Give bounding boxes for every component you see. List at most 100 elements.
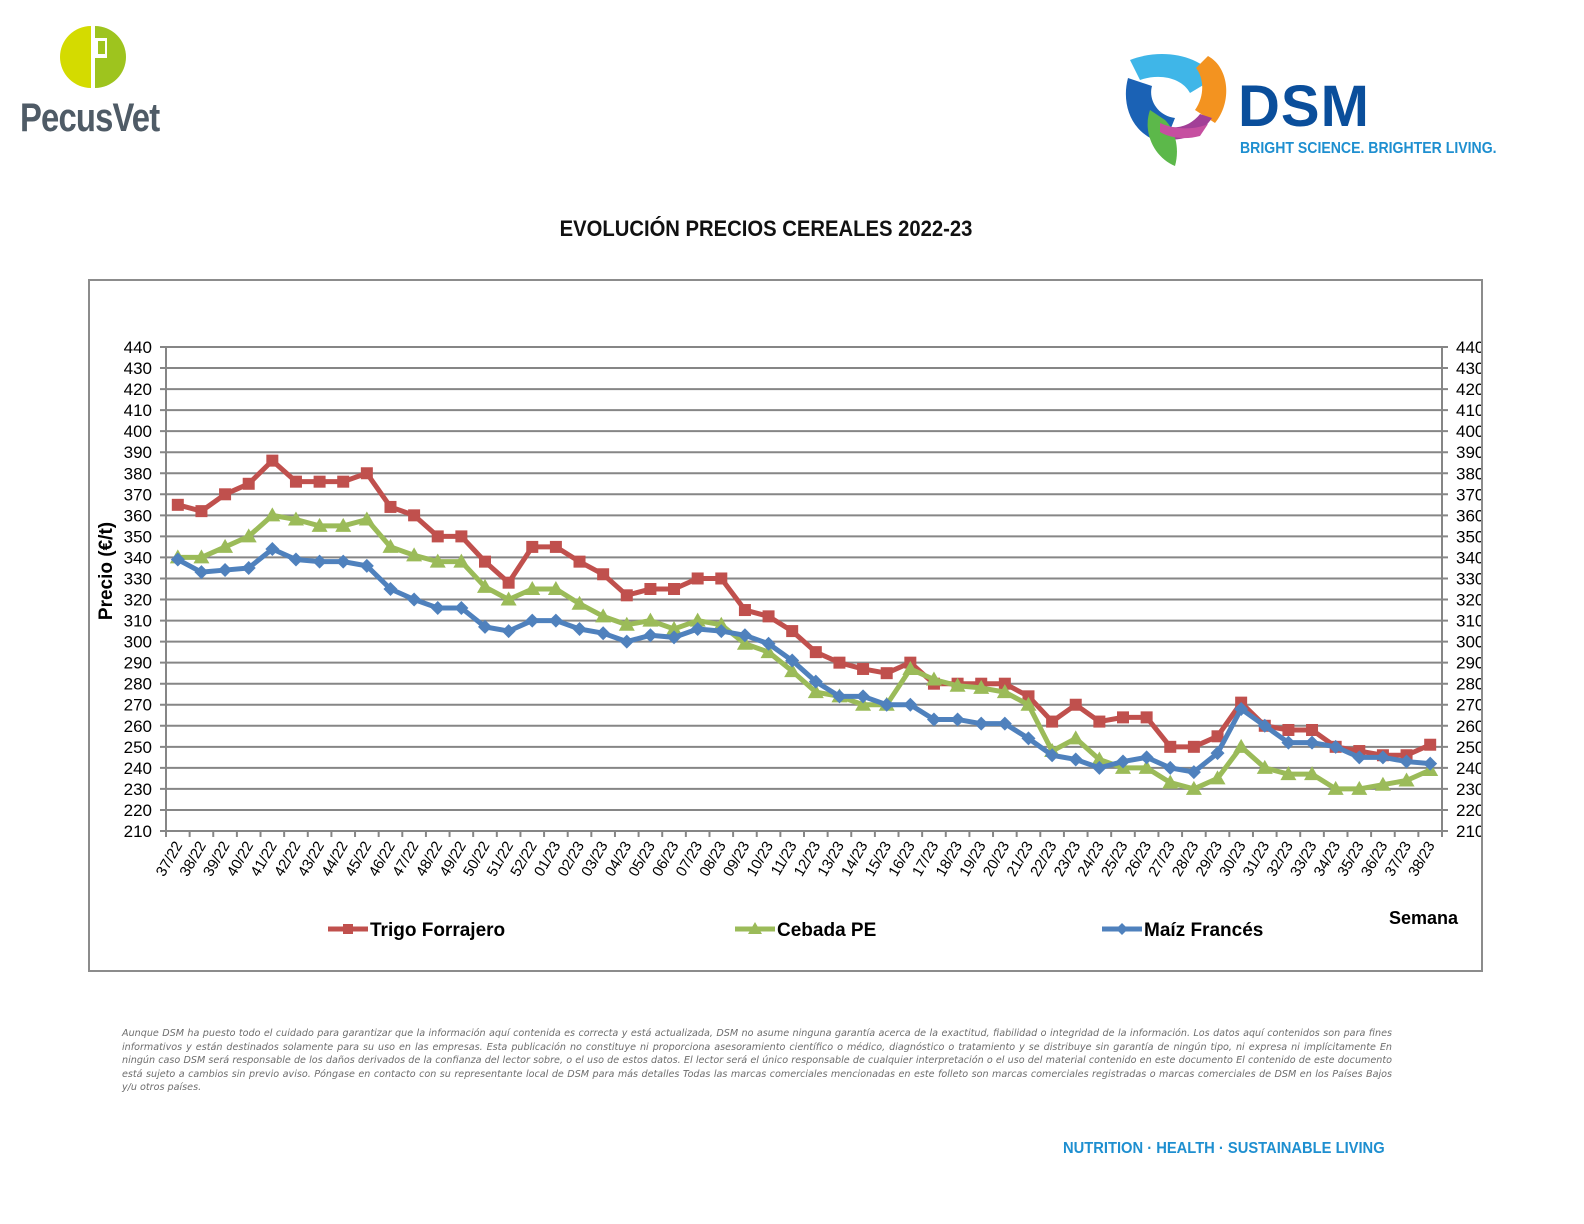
data-point-square	[597, 568, 610, 581]
y-tick-label-right: 350	[1456, 527, 1481, 546]
data-point-diamond	[1328, 739, 1343, 754]
data-point-diamond	[667, 630, 682, 645]
pecusvet-wordmark: PecusVet	[20, 96, 160, 140]
data-point-triangle	[642, 612, 659, 627]
series-2	[170, 542, 1438, 780]
series-line	[176, 546, 1431, 775]
y-tick-label-left: 320	[124, 591, 152, 610]
data-point-diamond	[856, 689, 871, 704]
data-point-triangle	[1280, 766, 1297, 781]
data-point-triangle	[855, 696, 872, 711]
data-point-triangle	[547, 581, 564, 595]
data-point-diamond	[1092, 760, 1107, 775]
y-tick-label-right: 430	[1456, 359, 1481, 378]
data-point-triangle	[453, 553, 470, 568]
y-tick-label-right: 400	[1456, 422, 1481, 441]
data-point-square	[1093, 715, 1106, 728]
data-point-triangle	[500, 591, 517, 606]
data-point-square	[715, 572, 728, 585]
y-tick-label-right: 340	[1456, 548, 1481, 567]
data-point-diamond	[218, 563, 233, 578]
data-point-diamond	[241, 560, 256, 575]
data-point-diamond	[501, 624, 516, 639]
y-tick-label-right: 240	[1456, 759, 1481, 778]
legend-item: Cebada PE	[735, 920, 876, 941]
data-point-triangle	[311, 517, 328, 532]
y-tick-label-right: 420	[1456, 380, 1481, 399]
data-point-diamond	[478, 619, 492, 634]
data-point-triangle	[358, 511, 375, 526]
data-point-square	[219, 488, 232, 501]
data-point-triangle	[1162, 774, 1179, 789]
footer-tagline: NUTRITION · HEALTH · SUSTAINABLE LIVING	[1063, 1140, 1385, 1157]
data-point-triangle	[287, 511, 304, 526]
y-tick-label-right: 310	[1456, 612, 1481, 631]
data-point-square	[1164, 740, 1177, 753]
data-point-square	[502, 576, 515, 589]
data-point-diamond	[1068, 752, 1083, 767]
data-point-square	[384, 500, 397, 513]
pecusvet-logo: PecusVet	[20, 26, 170, 146]
y-tick-label-left: 440	[124, 338, 152, 357]
data-point-diamond	[832, 689, 847, 704]
data-point-diamond	[336, 554, 351, 569]
data-point-triangle	[264, 507, 281, 522]
data-point-diamond	[407, 592, 422, 607]
data-point-triangle	[1233, 738, 1250, 753]
y-tick-label-right: 290	[1456, 654, 1481, 673]
y-tick-label-left: 360	[124, 506, 152, 525]
data-point-diamond	[1281, 735, 1296, 750]
data-point-diamond	[950, 712, 965, 727]
data-point-triangle	[902, 660, 919, 675]
series-1	[169, 507, 1439, 795]
data-point-diamond	[548, 613, 563, 628]
data-point-diamond	[926, 712, 941, 727]
y-tick-label-right: 260	[1456, 717, 1481, 736]
data-point-triangle	[524, 581, 541, 595]
y-tick-label-right: 380	[1456, 464, 1481, 483]
y-tick-label-right: 300	[1456, 633, 1481, 652]
data-point-triangle	[748, 922, 762, 934]
data-point-square	[809, 646, 822, 659]
data-point-diamond	[170, 552, 185, 567]
data-point-diamond	[454, 600, 469, 615]
data-point-square	[1211, 730, 1224, 743]
data-point-diamond	[690, 621, 705, 636]
data-point-diamond	[879, 697, 894, 712]
data-point-diamond	[1116, 923, 1128, 935]
data-point-square	[1069, 698, 1082, 711]
data-point-triangle	[1020, 696, 1037, 711]
data-point-square	[313, 475, 326, 488]
data-point-diamond	[1305, 735, 1320, 750]
data-point-triangle	[595, 608, 612, 623]
y-tick-label-left: 330	[124, 569, 152, 588]
data-point-triangle	[1304, 766, 1321, 781]
data-point-square	[360, 467, 373, 480]
y-tick-label-right: 220	[1456, 801, 1481, 820]
data-point-diamond	[359, 558, 374, 573]
legend-label: Trigo Forrajero	[370, 920, 505, 941]
data-point-triangle	[1256, 759, 1273, 774]
data-point-square	[1282, 723, 1295, 736]
data-point-triangle	[477, 578, 493, 593]
y-tick-label-left: 400	[124, 422, 152, 441]
data-point-triangle	[618, 616, 635, 631]
legend-label: Maíz Francés	[1144, 920, 1263, 941]
data-point-triangle	[996, 684, 1013, 699]
data-point-square	[786, 625, 799, 638]
data-point-square	[266, 454, 279, 467]
y-tick-label-left: 220	[124, 801, 152, 820]
data-point-triangle	[949, 677, 966, 692]
data-point-triangle	[217, 538, 234, 553]
data-point-diamond	[1423, 756, 1438, 771]
data-point-diamond	[737, 628, 752, 643]
data-point-diamond	[761, 636, 776, 651]
data-point-triangle	[736, 635, 753, 650]
y-tick-label-right: 370	[1456, 485, 1481, 504]
data-point-square	[1187, 740, 1200, 753]
dsm-swirl-icon	[1125, 54, 1227, 166]
data-point-diamond	[1399, 754, 1414, 769]
y-tick-label-left: 260	[124, 717, 152, 736]
data-point-diamond	[619, 634, 634, 649]
y-tick-label-left: 340	[124, 548, 152, 567]
